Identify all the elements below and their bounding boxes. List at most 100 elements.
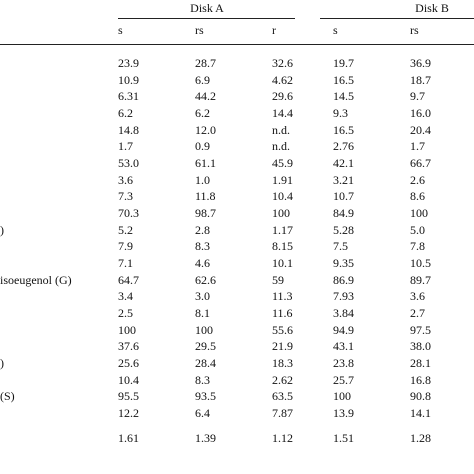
group-header: Disk A	[190, 1, 224, 15]
cell: 7.87	[272, 406, 293, 421]
cell: 2.6	[410, 172, 425, 187]
cell: 97.5	[410, 322, 431, 337]
cell: 7.1	[118, 256, 133, 271]
cell: 38.0	[410, 339, 431, 354]
cell: 8.15	[272, 239, 293, 254]
cell: 2.76	[333, 139, 354, 154]
cell: 21.9	[272, 339, 293, 354]
cell: 84.9	[333, 206, 354, 221]
cell: 10.9	[118, 72, 139, 87]
row-label: isoeugenol (G)	[0, 272, 72, 287]
cell: 95.5	[118, 389, 139, 404]
cell: 10.4	[118, 372, 139, 387]
cell: n.d.	[272, 139, 290, 154]
cell: 8.3	[195, 372, 210, 387]
cell: 29.5	[195, 339, 216, 354]
cell: 7.93	[333, 289, 354, 304]
cell: 53.0	[118, 156, 139, 171]
cell: 8.3	[195, 239, 210, 254]
cell: 11.3	[272, 289, 293, 304]
cell: 9.7	[410, 89, 425, 104]
cell: 14.5	[333, 89, 354, 104]
cell: 1.28	[410, 431, 431, 445]
cell: 1.7	[118, 139, 133, 154]
cell: 100	[410, 206, 428, 221]
cell: 59	[272, 272, 284, 287]
cell: 6.9	[195, 72, 210, 87]
cell: 37.6	[118, 339, 139, 354]
cell: 61.1	[195, 156, 216, 171]
cell: 5.0	[410, 222, 425, 237]
cell: 3.84	[333, 306, 354, 321]
column-header: s	[118, 23, 123, 37]
cell: 4.6	[195, 256, 210, 271]
cell: 43.1	[333, 339, 354, 354]
cell: 5.2	[118, 222, 133, 237]
cell: 1.17	[272, 222, 293, 237]
cell: 6.31	[118, 89, 139, 104]
cell: 16.5	[333, 122, 354, 137]
cell: 94.9	[333, 322, 354, 337]
cell: 6.2	[195, 106, 210, 120]
cell: 0.9	[195, 139, 210, 154]
cell: n.d.	[272, 122, 290, 137]
cell: 1.39	[195, 431, 216, 445]
cell: 55.6	[272, 322, 293, 337]
cell: 1.12	[272, 431, 293, 445]
cell: 25.6	[118, 356, 139, 371]
cell: 18.3	[272, 356, 293, 371]
cell: 20.4	[410, 122, 431, 137]
cell: 2.8	[195, 222, 210, 237]
cell: 10.4	[272, 189, 293, 204]
cell: 1.61	[118, 431, 139, 445]
cell: 25.7	[333, 372, 354, 387]
cell: 14.4	[272, 106, 293, 120]
row-label: )	[0, 356, 4, 371]
cell: 11.6	[272, 306, 293, 321]
cell: 2.7	[410, 306, 425, 321]
group-header: Disk B	[415, 1, 449, 15]
cell: 4.62	[272, 72, 293, 87]
header-rule	[0, 44, 474, 45]
cell: 44.2	[195, 89, 216, 104]
column-header: rs	[410, 23, 419, 37]
group-rule	[320, 18, 474, 19]
cell: 1.51	[333, 431, 354, 445]
cell: 12.2	[118, 406, 139, 421]
row-label: )	[0, 222, 4, 237]
cell: 11.8	[195, 189, 216, 204]
cell: 100	[118, 322, 136, 337]
cell: 63.5	[272, 389, 293, 404]
cell: 14.8	[118, 122, 139, 137]
cell: 18.7	[410, 72, 431, 87]
cell: 9.35	[333, 256, 354, 271]
cell: 7.3	[118, 189, 133, 204]
row-label: (S)	[0, 389, 15, 404]
cell: 28.4	[195, 356, 216, 371]
cell: 14.1	[410, 406, 431, 421]
cell: 6.4	[195, 406, 210, 421]
cell: 93.5	[195, 389, 216, 404]
cell: 1.91	[272, 172, 293, 187]
cell: 13.9	[333, 406, 354, 421]
cell: 28.1	[410, 356, 431, 371]
column-header: s	[333, 23, 338, 37]
cell: 7.9	[118, 239, 133, 254]
cell: 89.7	[410, 272, 431, 287]
cell: 29.6	[272, 89, 293, 104]
cell: 5.28	[333, 222, 354, 237]
cell: 2.62	[272, 372, 293, 387]
cell: 1.0	[195, 172, 210, 187]
cell: 16.8	[410, 372, 431, 387]
column-header: r	[272, 23, 276, 37]
cell: 45.9	[272, 156, 293, 171]
cell: 10.1	[272, 256, 293, 271]
cell: 10.5	[410, 256, 431, 271]
cell: 7.5	[333, 239, 348, 254]
cell: 16.0	[410, 106, 431, 120]
column-header: rs	[195, 23, 204, 37]
group-rule	[118, 18, 295, 19]
cell: 12.0	[195, 122, 216, 137]
cell: 16.5	[333, 72, 354, 87]
